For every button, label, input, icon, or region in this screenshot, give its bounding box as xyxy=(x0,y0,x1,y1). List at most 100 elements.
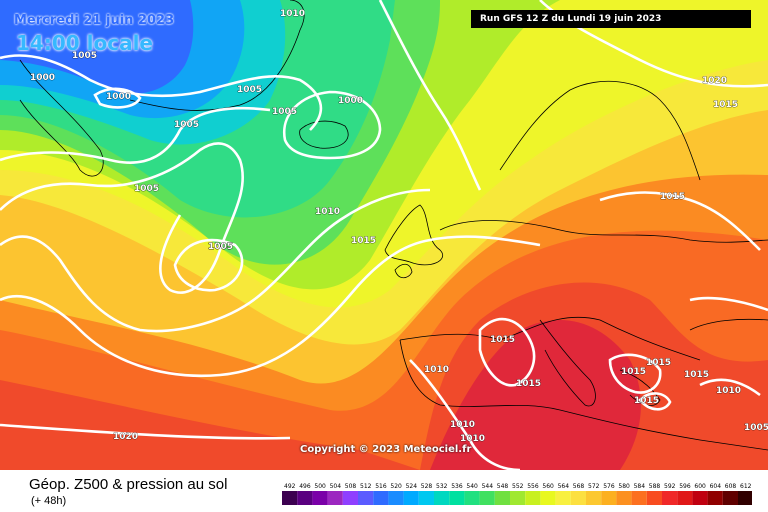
scale-color-cell xyxy=(297,491,313,505)
scale-tick-label: 524 xyxy=(406,483,418,490)
scale-color-cell xyxy=(358,491,374,505)
coastlines xyxy=(19,0,768,451)
forecast-local-time: 14:00 locale xyxy=(16,31,153,55)
isobar-label: 1015 xyxy=(516,379,541,389)
isobar-label: 1005 xyxy=(272,107,297,117)
scale-tick-label: 612 xyxy=(740,483,752,490)
scale-color-cell xyxy=(373,491,389,505)
pressure-geopotential-map: 1010 1005 1000 1000 1005 1005 1005 1000 … xyxy=(0,0,768,470)
scale-color-cell xyxy=(464,491,480,505)
scale-tick-label: 544 xyxy=(482,483,494,490)
scale-tick-label: 584 xyxy=(634,483,646,490)
scale-color-cell xyxy=(434,491,450,505)
scale-tick-label: 548 xyxy=(497,483,509,490)
scale-tick-label: 552 xyxy=(512,483,524,490)
scale-tick-label: 608 xyxy=(725,483,737,490)
scale-color-cell xyxy=(707,491,723,505)
scale-color-cell xyxy=(494,491,510,505)
scale-color-cell xyxy=(479,491,495,505)
isobar-label: 1005 xyxy=(208,242,233,252)
scale-tick-label: 540 xyxy=(466,483,478,490)
z500-band-596 xyxy=(430,320,641,470)
isobar-label: 1015 xyxy=(490,335,515,345)
copyright-notice: Copyright © 2023 Meteociel.fr xyxy=(300,444,472,455)
scale-color-cell xyxy=(738,491,752,505)
forecast-date: Mercredi 21 juin 2023 xyxy=(14,13,175,28)
scale-color-cell xyxy=(631,491,647,505)
scale-tick-label: 512 xyxy=(360,483,372,490)
isobar-label: 1010 xyxy=(424,365,449,375)
isobar-label: 1015 xyxy=(684,370,709,380)
scale-color-cell xyxy=(388,491,404,505)
scale-tick-label: 564 xyxy=(558,483,570,490)
scale-color-cell xyxy=(646,491,662,505)
isobar-label: 1005 xyxy=(134,184,159,194)
scale-color-cell xyxy=(677,491,693,505)
isobar-label: 1020 xyxy=(113,432,138,442)
z500-band-592 xyxy=(0,380,420,470)
isobar-label: 1010 xyxy=(460,434,485,444)
scale-color-cell xyxy=(722,491,738,505)
model-run-banner: Run GFS 12 Z du Lundi 19 juin 2023 xyxy=(471,10,751,28)
scale-tick-label: 516 xyxy=(375,483,387,490)
scale-color-cell xyxy=(418,491,434,505)
scale-tick-label: 588 xyxy=(649,483,661,490)
isobar-label: 1000 xyxy=(338,96,363,106)
isobar-label: 1015 xyxy=(634,396,659,406)
scale-tick-label: 560 xyxy=(542,483,554,490)
scale-tick-label: 556 xyxy=(527,483,539,490)
forecast-lead-time: (+ 48h) xyxy=(31,495,67,507)
isobar-label: 1020 xyxy=(702,76,727,86)
isobar-label: 1005 xyxy=(744,423,768,433)
scale-color-cell xyxy=(282,491,298,505)
scale-tick-label: 600 xyxy=(694,483,706,490)
scale-color-cell xyxy=(570,491,586,505)
isobar-label: 1000 xyxy=(106,92,131,102)
isobar-label: 1000 xyxy=(30,73,55,83)
scale-tick-label: 500 xyxy=(314,483,326,490)
isobar-label: 1005 xyxy=(72,51,97,61)
scale-tick-label: 508 xyxy=(345,483,357,490)
isobar-label: 1005 xyxy=(237,85,262,95)
isobar-label: 1015 xyxy=(660,192,685,202)
scale-color-cell xyxy=(510,491,526,505)
isobar-label: 1005 xyxy=(208,242,233,252)
scale-tick-label: 528 xyxy=(421,483,433,490)
isobar-label: 1010 xyxy=(450,420,475,430)
scale-tick-label: 580 xyxy=(618,483,630,490)
scale-color-cell xyxy=(616,491,632,505)
scale-tick-label: 576 xyxy=(603,483,615,490)
scale-color-cell xyxy=(312,491,328,505)
scale-tick-label: 604 xyxy=(710,483,722,490)
scale-tick-label: 568 xyxy=(573,483,585,490)
scale-tick-label: 492 xyxy=(284,483,296,490)
legend-title: Géop. Z500 & pression au sol xyxy=(29,476,228,493)
scale-color-cell xyxy=(692,491,708,505)
isobar-label: 1010 xyxy=(280,9,305,19)
scale-tick-label: 572 xyxy=(588,483,600,490)
z500-band-520 xyxy=(0,0,194,94)
scale-tick-label: 536 xyxy=(451,483,463,490)
scale-tick-label: 592 xyxy=(664,483,676,490)
scale-color-cell xyxy=(555,491,571,505)
scale-tick-label: 596 xyxy=(679,483,691,490)
isobar-label: 1015 xyxy=(646,358,671,368)
scale-color-cell xyxy=(403,491,419,505)
scale-color-cell xyxy=(601,491,617,505)
isobar-label: 1015 xyxy=(351,236,376,246)
scale-color-cell xyxy=(540,491,556,505)
legend-footer: Géop. Z500 & pression au sol (+ 48h) 492… xyxy=(0,470,768,512)
isobar-label: 1010 xyxy=(315,207,340,217)
isobar-label: 1005 xyxy=(174,120,199,130)
isobar-label: 1015 xyxy=(621,367,646,377)
scale-tick-label: 496 xyxy=(299,483,311,490)
isobar-label: 1015 xyxy=(713,100,738,110)
scale-color-cell xyxy=(449,491,465,505)
isobar-label: 1010 xyxy=(716,386,741,396)
scale-tick-label: 520 xyxy=(390,483,402,490)
scale-tick-label: 532 xyxy=(436,483,448,490)
isobar-labels: 1010 1005 1000 1000 1005 1005 1005 1000 … xyxy=(30,9,768,445)
scale-color-cell xyxy=(662,491,678,505)
scale-color-cell xyxy=(342,491,358,505)
